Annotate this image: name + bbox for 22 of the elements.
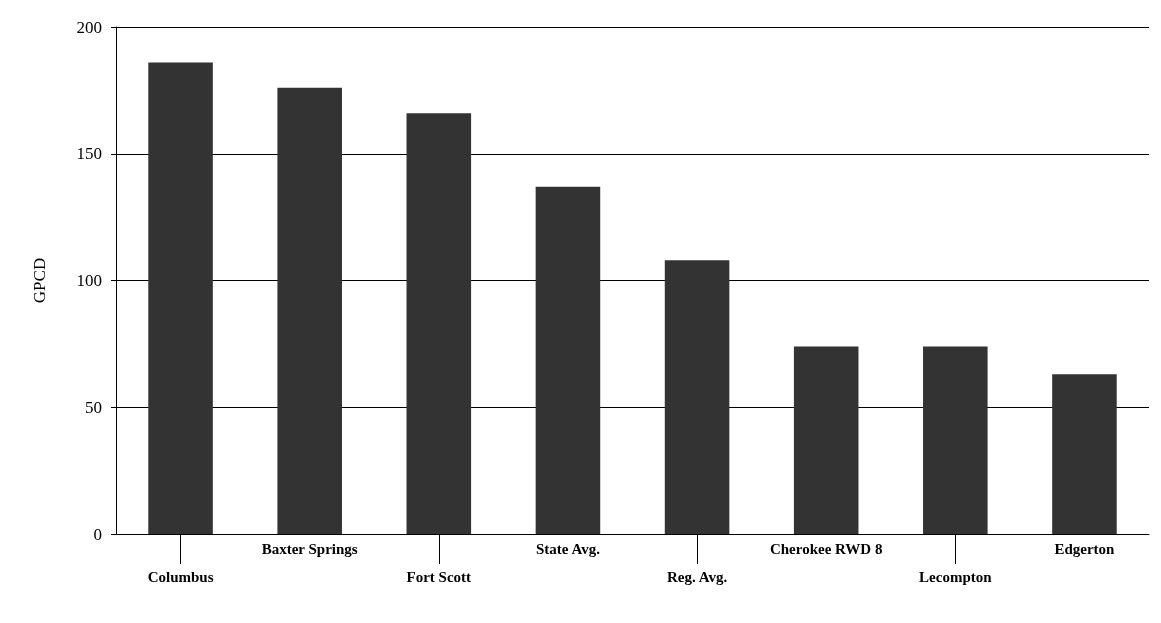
y-tick-label: 150 [76, 144, 102, 164]
bar [406, 113, 472, 534]
x-tick-label: Baxter Springs [261, 541, 358, 557]
x-tick-label: Reg. Avg. [666, 569, 728, 585]
y-tick-label: 100 [76, 271, 102, 290]
bar [664, 260, 730, 534]
bar [277, 87, 342, 534]
x-tick-label: Edgerton [1054, 541, 1116, 557]
y-tick-label: 50 [85, 397, 102, 417]
bar [148, 62, 213, 534]
x-tick-label: Lecompton [919, 569, 993, 585]
bar [793, 346, 859, 534]
y-tick-label: 200 [76, 17, 102, 37]
bar [923, 346, 988, 534]
x-tick-label: Fort Scott [406, 569, 472, 585]
bar [1052, 374, 1117, 534]
x-tick-label: Cherokee RWD 8 [769, 541, 883, 557]
bar [535, 186, 601, 534]
x-tick-label: State Avg. [535, 541, 601, 557]
x-tick-label: Columbus [147, 569, 214, 585]
y-tick-label: 0 [93, 524, 102, 544]
y-axis-title: GPCD [30, 257, 49, 304]
